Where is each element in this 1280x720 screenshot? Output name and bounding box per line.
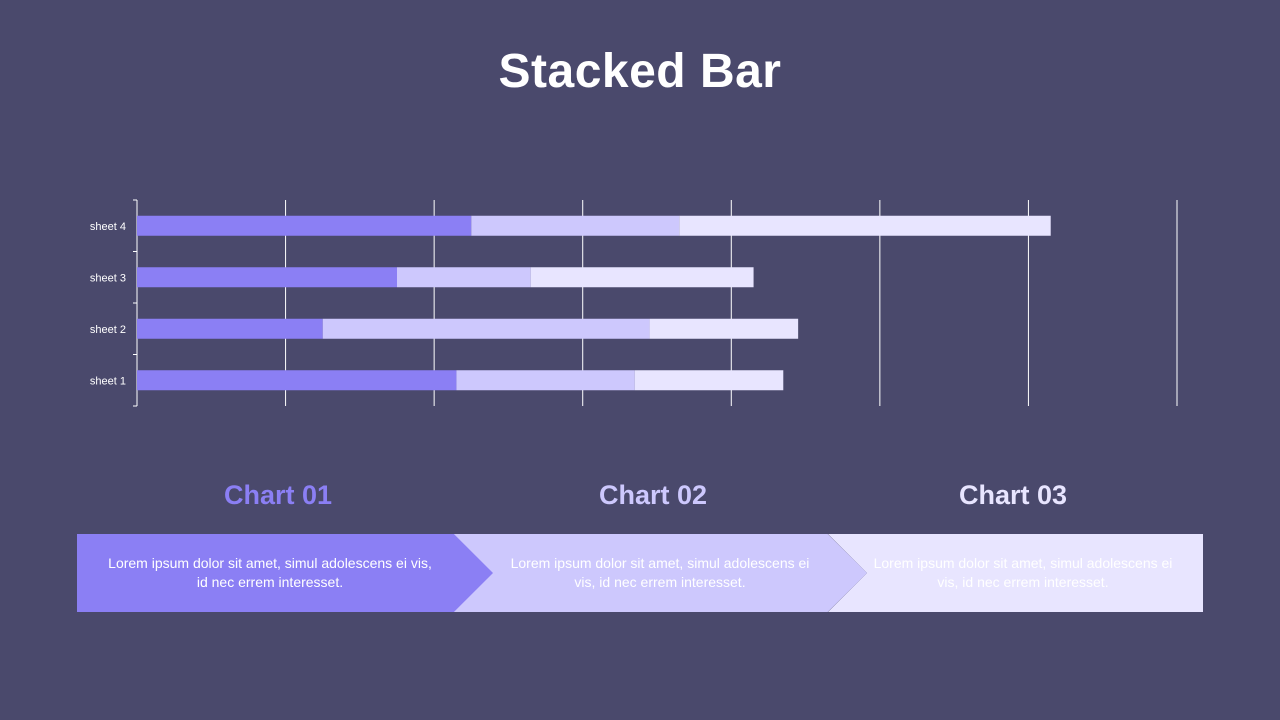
bar-segment-sheet-1-series-1 bbox=[137, 370, 457, 391]
y-tick-label: sheet 4 bbox=[90, 221, 126, 233]
y-tick-label: sheet 1 bbox=[90, 375, 126, 387]
bar-segment-sheet-2-series-1 bbox=[137, 318, 323, 339]
chart-03-panel: Lorem ipsum dolor sit amet, simul adoles… bbox=[828, 534, 1203, 612]
bar-segment-sheet-3-series-3 bbox=[530, 267, 754, 288]
chart-03-heading: Chart 03 bbox=[958, 480, 1068, 510]
chart-02-panel: Lorem ipsum dolor sit amet, simul adoles… bbox=[453, 534, 867, 612]
chart-01-text: Lorem ipsum dolor sit amet, simul adoles… bbox=[108, 555, 432, 590]
y-tick-label: sheet 3 bbox=[90, 272, 126, 284]
chart-03-text: Lorem ipsum dolor sit amet, simul adoles… bbox=[873, 555, 1173, 590]
bar-segment-sheet-4-series-1 bbox=[137, 215, 472, 236]
chart-01-panel: Lorem ipsum dolor sit amet, simul adoles… bbox=[77, 534, 493, 612]
page-title: Stacked Bar bbox=[498, 45, 782, 98]
bar-segment-sheet-2-series-2 bbox=[322, 318, 650, 339]
chart-01-heading: Chart 01 bbox=[223, 480, 333, 510]
chart-02-heading: Chart 02 bbox=[598, 480, 708, 510]
bar-segment-sheet-3-series-1 bbox=[137, 267, 397, 288]
bar-segment-sheet-1-series-2 bbox=[456, 370, 635, 391]
y-tick-label: sheet 2 bbox=[90, 324, 126, 336]
bar-segment-sheet-3-series-2 bbox=[397, 267, 531, 288]
chart-02-text: Lorem ipsum dolor sit amet, simul adoles… bbox=[510, 555, 810, 590]
bar-segment-sheet-4-series-3 bbox=[679, 215, 1051, 236]
bar-segment-sheet-2-series-3 bbox=[649, 318, 799, 339]
bar-segment-sheet-1-series-3 bbox=[634, 370, 784, 391]
bar-segment-sheet-4-series-2 bbox=[471, 215, 680, 236]
stacked-bar-chart: sheet 1 sheet 2 sheet 3 sheet 4 bbox=[90, 199, 1178, 407]
